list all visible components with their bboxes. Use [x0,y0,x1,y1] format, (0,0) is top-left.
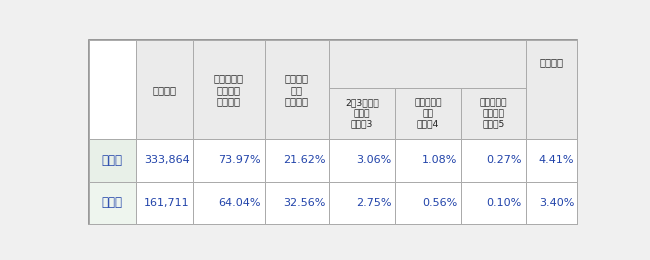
Bar [329,139,395,181]
Bar [329,41,526,88]
Text: 外科処置、
母牛死亡
難易＝5: 外科処置、 母牛死亡 難易＝5 [480,99,507,129]
Text: ごく軽い
介助
難易＝２: ごく軽い 介助 難易＝２ [285,73,309,107]
Bar [193,41,265,139]
Bar [461,181,526,224]
Bar [265,181,329,224]
Text: 3.40%: 3.40% [539,198,574,208]
Bar [193,139,265,181]
Text: 2～3人必要
の助産
難易＝3: 2～3人必要 の助産 難易＝3 [345,99,379,129]
Bar [395,139,461,181]
Text: 0.10%: 0.10% [486,198,522,208]
Text: 4.41%: 4.41% [539,155,574,165]
Text: 161,711: 161,711 [144,198,190,208]
Bar [329,88,395,139]
Bar [329,181,395,224]
Bar [395,88,461,139]
Text: 数人必要の
難産
難易＝4: 数人必要の 難産 難易＝4 [414,99,442,129]
Text: 1.08%: 1.08% [422,155,457,165]
Bar [89,41,136,139]
Text: 北海道: 北海道 [102,154,123,167]
Text: 0.27%: 0.27% [486,155,522,165]
Bar [461,88,526,139]
Text: 21.62%: 21.62% [283,155,325,165]
Text: 32.56%: 32.56% [283,198,325,208]
Bar [461,139,526,181]
Bar [395,181,461,224]
Bar [526,41,577,139]
Bar [136,41,193,139]
Text: 分娩頭数: 分娩頭数 [152,85,176,95]
Text: 73.97%: 73.97% [218,155,261,165]
Text: 0.56%: 0.56% [422,198,457,208]
Text: 介助なしの
自然分娩
難易＝１: 介助なしの 自然分娩 難易＝１ [214,73,244,107]
Text: 2.75%: 2.75% [356,198,391,208]
Bar [193,181,265,224]
Text: 難産　計: 難産 計 [540,57,564,67]
Bar [526,139,577,181]
Bar [136,181,193,224]
Text: 333,864: 333,864 [144,155,190,165]
Bar [265,139,329,181]
Bar [265,41,329,139]
Bar [89,181,136,224]
Bar [89,139,136,181]
Bar [526,181,577,224]
Text: 64.04%: 64.04% [218,198,261,208]
Text: 3.06%: 3.06% [356,155,391,165]
Text: 都府県: 都府県 [102,196,123,209]
Bar [136,139,193,181]
